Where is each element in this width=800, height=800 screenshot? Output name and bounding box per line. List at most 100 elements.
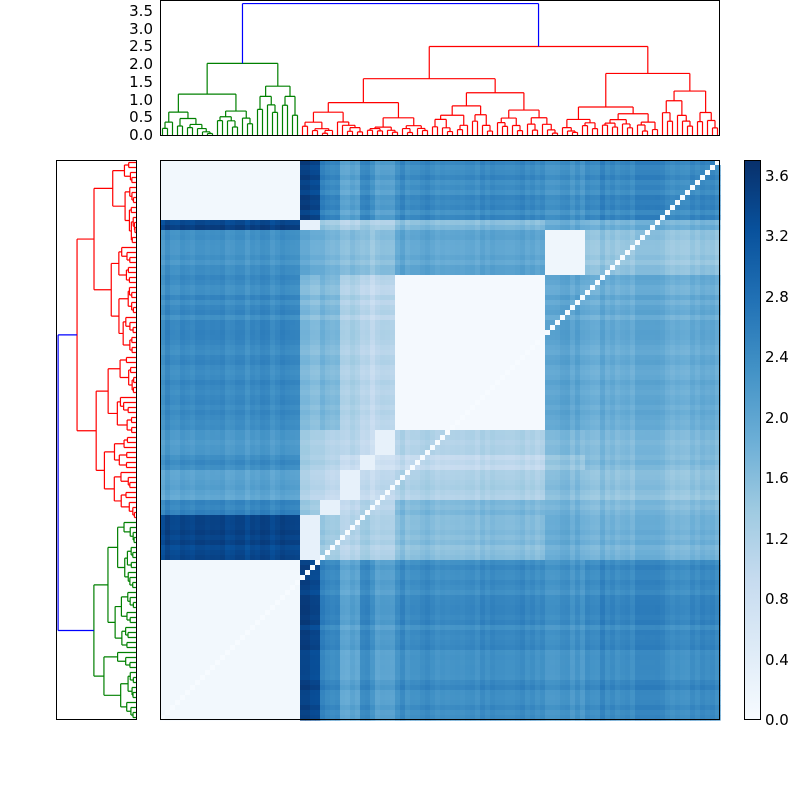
heatmap-cell: [190, 240, 196, 246]
heatmap-cell: [445, 190, 451, 196]
heatmap-cell: [630, 315, 636, 321]
heatmap-cell: [705, 345, 711, 351]
heatmap-cell: [345, 300, 351, 306]
heatmap-cell: [235, 170, 241, 176]
heatmap-cell: [305, 280, 311, 286]
heatmap-cell: [440, 310, 446, 316]
heatmap-cell: [225, 210, 231, 216]
heatmap-cell: [355, 195, 361, 201]
heatmap-cell: [550, 175, 556, 181]
heatmap-cell: [530, 270, 536, 276]
heatmap-cell: [520, 260, 526, 266]
heatmap-cell: [645, 360, 651, 366]
heatmap-cell: [470, 280, 476, 286]
heatmap-cell: [290, 285, 296, 291]
heatmap-cell: [280, 235, 286, 241]
heatmap-cell: [455, 330, 461, 336]
heatmap-cell: [375, 190, 381, 196]
heatmap-cell: [165, 175, 171, 181]
heatmap-cell: [285, 160, 291, 166]
heatmap-cell: [555, 290, 561, 296]
heatmap-cell: [220, 245, 226, 251]
heatmap-cell: [485, 355, 491, 361]
heatmap-cell: [525, 365, 531, 371]
heatmap-cell: [245, 195, 251, 201]
heatmap-cell: [655, 355, 661, 361]
heatmap-cell: [330, 220, 336, 226]
heatmap-cell: [240, 360, 246, 366]
heatmap-cell: [590, 255, 596, 261]
heatmap-cell: [460, 290, 466, 296]
heatmap-cell: [660, 325, 666, 331]
heatmap-cell: [445, 270, 451, 276]
heatmap-cell: [550, 285, 556, 291]
heatmap-cell: [530, 180, 536, 186]
heatmap-cell: [160, 245, 166, 251]
heatmap-cell: [250, 280, 256, 286]
heatmap-cell: [175, 180, 181, 186]
heatmap-cell: [575, 170, 581, 176]
heatmap-cell: [550, 235, 556, 241]
heatmap-cell: [195, 360, 201, 366]
heatmap-cell: [395, 295, 401, 301]
heatmap-cell: [445, 320, 451, 326]
heatmap-cell: [565, 245, 571, 251]
heatmap-cell: [640, 215, 646, 221]
heatmap-cell: [330, 310, 336, 316]
heatmap-cell: [310, 345, 316, 351]
heatmap-cell: [670, 195, 676, 201]
heatmap-cell: [375, 350, 381, 356]
heatmap-cell: [550, 365, 556, 371]
heatmap-cell: [600, 160, 606, 166]
dendrogram-link: [216, 119, 224, 136]
heatmap-cell: [330, 180, 336, 186]
heatmap-cell: [585, 240, 591, 246]
heatmap-cell: [580, 245, 586, 251]
heatmap-cell: [440, 175, 446, 181]
heatmap-cell: [260, 250, 266, 256]
heatmap-cell: [560, 270, 566, 276]
heatmap-cell: [460, 265, 466, 271]
heatmap-cell: [345, 160, 351, 166]
heatmap-cell: [660, 175, 666, 181]
heatmap-cell: [225, 190, 231, 196]
heatmap-cell: [675, 345, 681, 351]
heatmap-cell: [405, 180, 411, 186]
heatmap-cell: [270, 370, 276, 376]
heatmap-cell: [330, 290, 336, 296]
heatmap-cell: [660, 210, 666, 216]
heatmap-cell: [360, 310, 366, 316]
heatmap-cell: [195, 190, 201, 196]
heatmap-cell: [170, 160, 176, 166]
heatmap-cell: [375, 220, 381, 226]
heatmap-cell: [440, 240, 446, 246]
heatmap-cell: [525, 355, 531, 361]
heatmap-cell: [680, 300, 686, 306]
heatmap-cell: [715, 170, 721, 176]
heatmap-cell: [350, 335, 356, 341]
heatmap-cell: [425, 255, 431, 261]
heatmap-cell: [335, 320, 341, 326]
heatmap-cell: [510, 210, 516, 216]
heatmap-cell: [620, 315, 626, 321]
heatmap-cell: [260, 205, 266, 211]
heatmap-cell: [405, 300, 411, 306]
heatmap-cell: [470, 275, 476, 281]
heatmap-cell: [350, 190, 356, 196]
heatmap-cell: [540, 160, 546, 166]
heatmap-cell: [415, 160, 421, 166]
heatmap-cell: [475, 275, 481, 281]
heatmap-cell: [635, 265, 641, 271]
heatmap-cell: [345, 265, 351, 271]
heatmap-cell: [425, 265, 431, 271]
dendrogram-link: [131, 176, 136, 184]
heatmap-cell: [175, 350, 181, 356]
heatmap-cell: [665, 185, 671, 191]
heatmap-cell: [505, 315, 511, 321]
heatmap-cell: [360, 170, 366, 176]
heatmap-cell: [615, 265, 621, 271]
heatmap-cell: [690, 330, 696, 336]
heatmap-cell: [555, 330, 561, 336]
heatmap-cell: [610, 170, 616, 176]
heatmap-cell: [165, 330, 171, 336]
